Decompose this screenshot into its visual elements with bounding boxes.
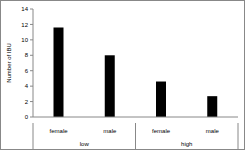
svg-text:12: 12 [21,22,28,28]
svg-text:2: 2 [25,99,29,105]
svg-text:high: high [181,141,192,147]
svg-text:male: male [103,128,117,134]
svg-text:4: 4 [25,83,29,89]
svg-text:0: 0 [25,114,29,120]
svg-text:female: female [50,128,69,134]
svg-text:low: low [80,141,90,147]
svg-text:Number of IBU: Number of IBU [8,43,12,83]
svg-text:male: male [206,128,220,134]
svg-text:8: 8 [25,52,29,58]
svg-text:female: female [152,128,171,134]
svg-text:14: 14 [21,6,28,12]
svg-text:10: 10 [21,37,28,43]
svg-text:6: 6 [25,68,29,74]
